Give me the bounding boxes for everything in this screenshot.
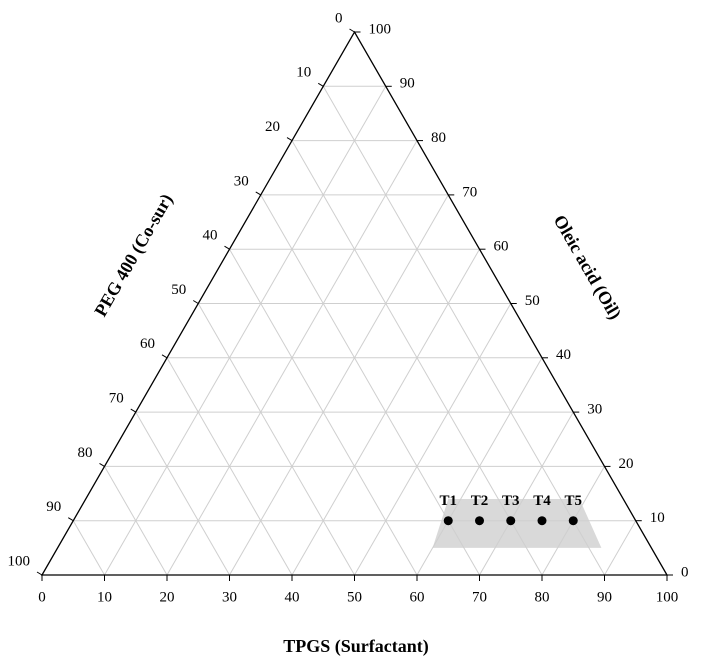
left-tick-label: 60 [140, 336, 155, 352]
tick-mark [286, 137, 293, 142]
grid-line [354, 303, 512, 576]
tick-mark [224, 245, 230, 250]
bottom-tick-label: 70 [472, 589, 487, 605]
bottom-tick-label: 80 [535, 589, 550, 605]
grid-line [104, 86, 387, 576]
point [475, 516, 484, 526]
tick-mark [349, 28, 355, 33]
grid-line [479, 411, 574, 576]
left-axis-title: PEG 400 (Co-sur) [90, 190, 177, 320]
left-tick-label: 90 [46, 499, 61, 515]
point [568, 516, 578, 526]
tick-mark [130, 408, 137, 413]
right-tick-label: 60 [494, 239, 509, 255]
bottom-axis-title: TPGS (Surfactant) [283, 636, 429, 657]
left-tick-label: 70 [109, 391, 124, 407]
tick-mark [36, 571, 43, 576]
point-label: T3 [502, 493, 520, 509]
grid-line [229, 248, 418, 576]
right-tick-label: 10 [650, 510, 665, 526]
left-tick-label: 50 [171, 282, 186, 298]
bottom-tick-label: 50 [347, 589, 362, 605]
right-tick-label: 0 [681, 564, 689, 580]
grid-line [135, 411, 230, 576]
region [432, 498, 602, 548]
point-label: T1 [439, 493, 457, 509]
bottom-tick-label: 90 [597, 589, 612, 605]
left-tick-label: 0 [335, 10, 343, 26]
right-tick-label: 20 [619, 456, 634, 472]
bottom-tick-label: 0 [38, 589, 46, 605]
right-tick-label: 40 [556, 347, 571, 363]
tick-mark [67, 517, 74, 522]
right-tick-label: 90 [400, 76, 415, 92]
bottom-tick-label: 60 [410, 589, 425, 605]
point-label: T5 [564, 493, 582, 509]
point [506, 516, 516, 526]
grid-line [72, 520, 105, 576]
grid-line [291, 140, 543, 576]
triangle-frame [40, 30, 669, 576]
left-tick-label: 30 [234, 173, 249, 189]
left-tick-label: 100 [8, 553, 31, 569]
right-tick-label: 70 [462, 184, 477, 200]
grid-line [260, 194, 480, 576]
mark-layer: 0 10 20 30 40 50 60 70 80 90 100010203040506070809… [8, 10, 689, 605]
grid-line [322, 86, 605, 576]
tick-mark [99, 462, 105, 467]
point [443, 516, 453, 526]
tick-mark [317, 82, 324, 87]
left-tick-label: 40 [203, 228, 218, 244]
left-tick-label: 80 [78, 445, 93, 461]
bottom-tick-label: 20 [160, 589, 175, 605]
point [537, 516, 547, 526]
tick-mark [192, 300, 199, 304]
right-tick-label: 50 [525, 293, 540, 309]
left-tick-label: 10 [296, 65, 311, 81]
grid-line [604, 520, 637, 576]
bottom-tick-label: 40 [285, 589, 300, 605]
bottom-tick-label: 100 [656, 589, 679, 605]
right-tick-label: 80 [431, 130, 446, 146]
grid-line [197, 303, 355, 576]
bottom-tick-label: 10 [97, 589, 112, 605]
left-tick-label: 20 [265, 119, 280, 135]
grid-line [104, 466, 168, 576]
grid-line [229, 194, 449, 576]
right-tick-label: 30 [587, 402, 602, 418]
bottom-tick-label: 30 [222, 589, 237, 605]
point-label: T4 [533, 493, 551, 509]
tick-mark [255, 191, 262, 196]
right-tick-label: 100 [369, 21, 392, 37]
right-axis-title: Oleic acid (Oil) [549, 211, 626, 323]
tick-mark [161, 354, 168, 359]
grid-line [166, 357, 293, 576]
point-label: T2 [471, 493, 489, 509]
